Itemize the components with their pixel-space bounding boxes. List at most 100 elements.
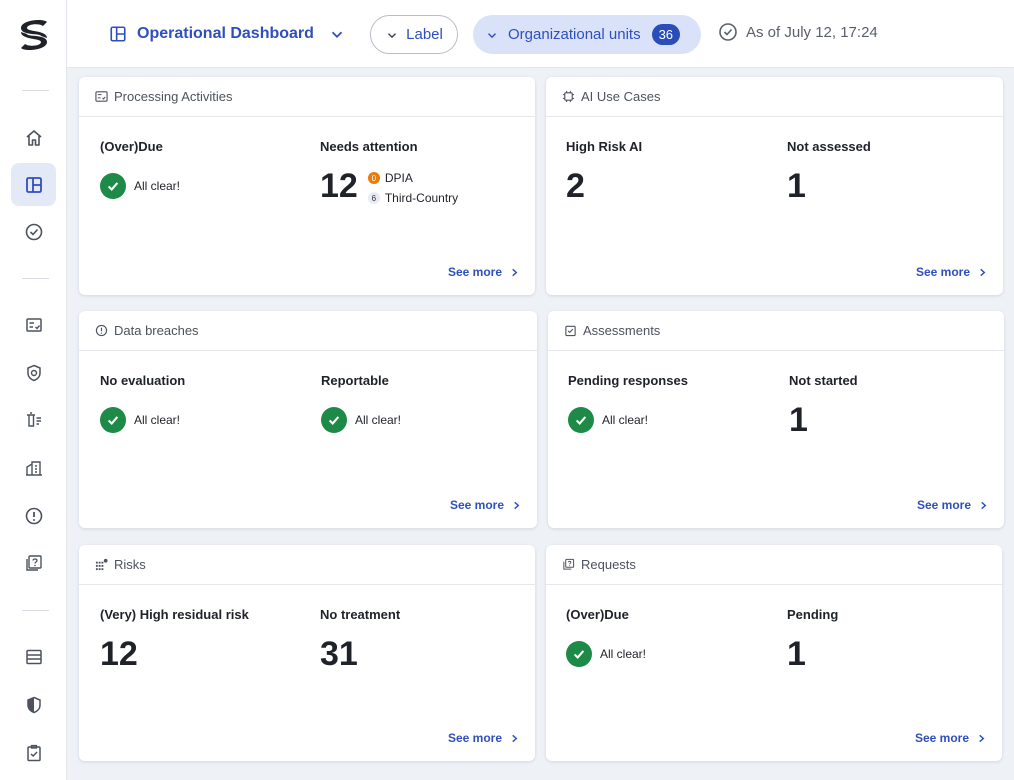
check-circle-icon (719, 23, 737, 41)
see-more-link[interactable]: See more (448, 731, 519, 745)
see-more-link[interactable]: See more (916, 265, 987, 279)
check-icon (568, 407, 594, 433)
third-country-label: Third-Country (384, 191, 459, 205)
column-title: Pending responses (568, 373, 688, 388)
card-header: Risks (79, 545, 535, 585)
card-title: AI Use Cases (581, 89, 661, 104)
column-title: Not started (789, 373, 858, 388)
nav-records[interactable] (11, 635, 56, 678)
third-country-count-dot: 6 (367, 192, 380, 204)
metric-value[interactable]: 1 (789, 401, 808, 439)
org-units-label: Organizational units (508, 26, 641, 43)
column-title: Not assessed (787, 139, 871, 154)
column-title: High Risk AI (566, 139, 643, 154)
label-filter-text: Label (406, 26, 443, 43)
nav-retention[interactable] (11, 398, 56, 441)
column-title: Pending (787, 607, 839, 622)
chevron-down-icon (488, 32, 496, 38)
brand-logo[interactable] (13, 14, 55, 56)
card-title: Assessments (583, 323, 661, 338)
assessments-card: Assessments Pending responses All clear!… (548, 311, 1004, 528)
dpia-item[interactable]: 0 DPIA (367, 171, 458, 185)
needs-attention-column: Needs attention 12 0 DPIA 6 Third-Countr… (320, 139, 458, 205)
nav-incidents[interactable] (11, 494, 56, 537)
metric-value[interactable]: 31 (320, 635, 358, 673)
see-more-text: See more (447, 265, 502, 279)
see-more-link[interactable]: See more (448, 265, 519, 279)
chevron-right-icon (514, 501, 520, 509)
org-units-filter-button[interactable]: Organizational units 36 (473, 15, 701, 54)
chevron-down-icon (331, 31, 343, 38)
sidebar-divider (22, 610, 49, 611)
nav-requests[interactable] (11, 541, 56, 584)
all-clear-text: All clear! (602, 413, 649, 427)
see-more-link[interactable]: See more (450, 498, 521, 512)
shield-half-icon (26, 696, 41, 713)
metric-value[interactable]: 12 (100, 635, 138, 673)
no-evaluation-column: No evaluation All clear! (100, 373, 185, 433)
alert-icon (95, 324, 108, 337)
nav-home[interactable] (11, 116, 56, 159)
card-title: Risks (114, 557, 146, 572)
chevron-right-icon (512, 734, 518, 742)
nav-vendors[interactable] (11, 446, 56, 489)
attention-breakdown: 0 DPIA 6 Third-Country (367, 171, 459, 205)
nav-tasks[interactable] (11, 210, 56, 253)
reportable-column: Reportable All clear! (321, 373, 401, 433)
card-header: Assessments (548, 311, 1004, 351)
dashboard-icon (110, 26, 126, 42)
shield-outline-icon (26, 364, 41, 381)
not-assessed-column: Not assessed 1 (787, 139, 871, 205)
help-box-icon (563, 558, 575, 570)
see-more-link[interactable]: See more (917, 498, 988, 512)
nav-breaches[interactable] (11, 351, 56, 394)
nav-audits[interactable] (11, 731, 56, 774)
all-clear-status: All clear! (100, 407, 185, 433)
ai-use-cases-card: AI Use Cases High Risk AI 2 Not assessed… (546, 77, 1003, 295)
card-title: Data breaches (114, 323, 199, 338)
home-icon (25, 129, 42, 146)
see-more-text: See more (447, 731, 502, 745)
processing-activities-card: Processing Activities (Over)Due All clea… (79, 77, 535, 295)
sidebar-divider (22, 278, 49, 279)
all-clear-status: All clear! (568, 407, 688, 433)
as-of-timestamp: As of July 12, 17:24 (718, 22, 878, 42)
data-breaches-card: Data breaches No evaluation All clear! R… (79, 311, 537, 528)
label-filter-button[interactable]: Label (370, 15, 458, 54)
pending-column: Pending 1 (787, 607, 838, 673)
high-residual-risk-column: (Very) High residual risk 12 (100, 607, 249, 673)
column-title: (Over)Due (566, 607, 629, 622)
metric-value[interactable]: 1 (787, 167, 806, 205)
dashboard-selector[interactable]: Operational Dashboard (109, 21, 346, 47)
trash-list-icon (26, 411, 41, 427)
card-title: Processing Activities (114, 89, 233, 104)
column-title: No treatment (320, 607, 401, 622)
metric-value[interactable]: 12 (320, 167, 358, 205)
metric-value[interactable]: 2 (566, 167, 585, 205)
top-bar: Operational Dashboard Label Organization… (67, 0, 1014, 68)
see-more-text: See more (449, 498, 504, 512)
no-treatment-column: No treatment 31 (320, 607, 400, 673)
nav-security[interactable] (11, 683, 56, 726)
nav-dashboard[interactable] (11, 163, 56, 206)
metric-value[interactable]: 1 (787, 635, 806, 673)
sidebar (0, 0, 67, 780)
card-title: Requests (581, 557, 636, 572)
column-title: (Over)Due (100, 139, 163, 154)
storage-icon (25, 649, 42, 664)
dpia-label: DPIA (384, 171, 413, 185)
third-country-item[interactable]: 6 Third-Country (367, 191, 459, 205)
see-more-link[interactable]: See more (915, 731, 986, 745)
card-header: AI Use Cases (546, 77, 1003, 117)
check-circle-icon (25, 223, 42, 240)
nav-processing[interactable] (11, 303, 56, 346)
card-header: Processing Activities (79, 77, 535, 117)
all-clear-text: All clear! (134, 179, 181, 193)
overdue-column: (Over)Due All clear! (100, 139, 180, 199)
column-title: Needs attention (320, 139, 418, 154)
column-title: (Very) High residual risk (100, 607, 249, 622)
requests-card: Requests (Over)Due All clear! Pending 1 … (546, 545, 1002, 761)
chevron-right-icon (512, 268, 518, 276)
check-icon (566, 641, 592, 667)
dashboard-title: Operational Dashboard (137, 25, 314, 42)
